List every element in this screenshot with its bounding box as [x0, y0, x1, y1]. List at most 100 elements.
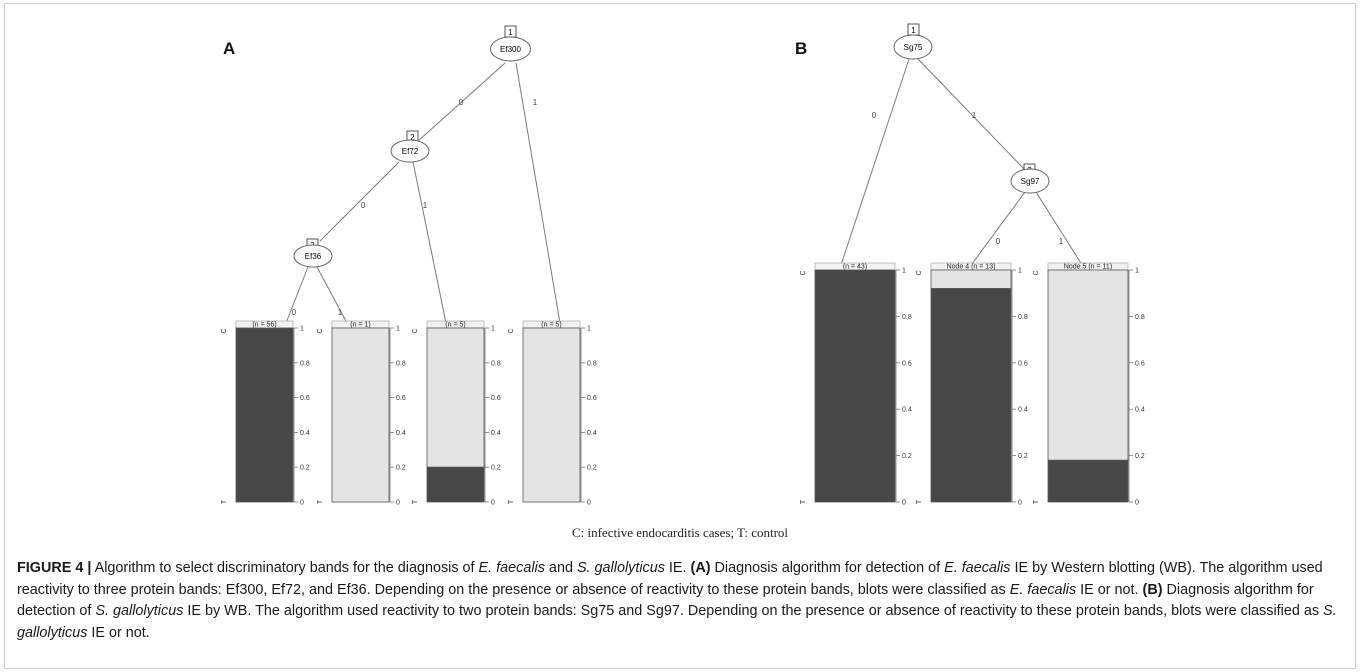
node-b-3: 3 Sg97 — [1010, 163, 1050, 194]
figure-caption: FIGURE 4 | Algorithm to select discrimin… — [17, 560, 1337, 641]
edge-b-n1-right — [917, 58, 1026, 171]
leaf-a-3-tick-label-2: 0.4 — [491, 430, 501, 437]
leaf-b-3-control-bar — [1047, 269, 1129, 461]
leaf-a-4: (n = 5) C T 0 0.2 0.4 0.6 0.8 1 — [508, 320, 597, 507]
leaf-a-4-tick-label-3: 0.6 — [587, 395, 597, 402]
node-a-1: 1 Ef300 — [490, 25, 531, 62]
edge-label-a-n3-left: 0 — [292, 308, 297, 317]
leaf-b-1-class-t-label: T — [800, 499, 807, 504]
edge-a-n2-right — [412, 161, 447, 324]
edge-a-n1-left — [416, 62, 506, 143]
leaf-a-2-control-bar — [331, 327, 390, 503]
leaf-a-3-tick-label-0: 0 — [491, 500, 495, 507]
node-b-1: 1 Sg75 — [893, 23, 933, 60]
leaf-a-1-tick-label-5: 1 — [300, 326, 304, 333]
class-legend-note: C: infective endocarditis cases; T: cont… — [571, 525, 789, 540]
edge-label-a-n2-right: 1 — [423, 201, 428, 210]
panel-label-b: B — [795, 39, 807, 58]
leaf-a-1-tick-label-2: 0.4 — [300, 430, 310, 437]
leaf-a-3-tick-label-3: 0.6 — [491, 395, 501, 402]
leaf-b-1-class-c-label: C — [800, 270, 807, 275]
leaf-a-2: (n = 1) C T 0 0.2 0.4 0.6 0.8 1 — [317, 320, 406, 507]
leaf-b-2-class-t-label: T — [916, 499, 923, 504]
leaf-a-4-tick-label-1: 0.2 — [587, 465, 597, 472]
edge-label-b-n3-right: 1 — [1059, 237, 1064, 246]
leaf-b-2-case-bar — [930, 288, 1012, 503]
leaf-b-3-tick-label-4: 0.8 — [1135, 314, 1145, 321]
leaf-b-1-tick-label-5: 1 — [902, 268, 906, 275]
leaf-a-3-control-bar — [426, 327, 485, 468]
node-b-1-label: Sg75 — [904, 43, 923, 52]
leaf-a-1-title: (n = 56) — [252, 322, 276, 329]
svg-text:1: 1 — [508, 28, 513, 37]
panel-label-a: A — [223, 39, 235, 58]
node-a-1-label: Ef300 — [500, 45, 521, 54]
leaf-a-2-tick-label-1: 0.2 — [396, 465, 406, 472]
svg-text:2: 2 — [410, 133, 415, 142]
edge-a-n2-left — [319, 161, 400, 242]
leaf-b-3-tick-label-1: 0.2 — [1135, 453, 1145, 460]
leaf-b-3-tick-label-2: 0.4 — [1135, 407, 1145, 414]
leaf-b-2-tick-label-0: 0 — [1018, 500, 1022, 507]
figure-frame: A B 1 Ef300 2 Ef72 3 Ef36 1 Sg75 — [4, 3, 1356, 669]
edge-label-b-n1-right: 1 — [972, 111, 977, 120]
leaf-a-2-tick-label-3: 0.6 — [396, 395, 406, 402]
leaf-a-2-tick-label-4: 0.8 — [396, 360, 406, 367]
leaf-b-1-tick-label-3: 0.6 — [902, 360, 912, 367]
leaf-b-2: Node 4 (n = 13) C T 0 0.2 0.4 0.6 0.8 1 — [916, 262, 1028, 507]
leaf-a-2-class-t-label: T — [317, 499, 324, 504]
leaf-a-1-tick-label-1: 0.2 — [300, 465, 310, 472]
leaf-a-2-title: (n = 1) — [350, 322, 370, 329]
node-a-3: 3 Ef36 — [293, 238, 333, 268]
leaf-b-2-tick-label-3: 0.6 — [1018, 360, 1028, 367]
leaf-charts: (n = 56) C T 0 0.2 0.4 0.6 0.8 1 (n = 1) C T 0 0.2 0.4… — [221, 262, 1145, 507]
node-a-3-label: Ef36 — [305, 252, 322, 261]
leaf-a-1-tick-label-0: 0 — [300, 500, 304, 507]
leaf-a-2-class-c-label: C — [317, 328, 324, 333]
leaf-b-1-title: (n = 43) — [843, 264, 867, 271]
leaf-a-1-tick-label-4: 0.8 — [300, 360, 310, 367]
leaf-b-3-tick-label-5: 1 — [1135, 268, 1139, 275]
decision-tree-figure: A B 1 Ef300 2 Ef72 3 Ef36 1 Sg75 — [221, 23, 1145, 507]
leaf-b-2-control-bar — [930, 269, 1012, 289]
leaf-b-2-tick-label-2: 0.4 — [1018, 407, 1028, 414]
caption-figure-label: FIGURE 4 | — [17, 560, 92, 576]
edge-label-b-n3-left: 0 — [996, 237, 1001, 246]
leaf-a-4-class-t-label: T — [508, 499, 515, 504]
node-b-3-label: Sg97 — [1021, 177, 1040, 186]
leaf-a-1-tick-label-3: 0.6 — [300, 395, 310, 402]
leaf-a-4-title: (n = 5) — [541, 322, 561, 329]
leaf-b-2-class-c-label: C — [916, 270, 923, 275]
edge-label-a-n1-left: 0 — [459, 98, 464, 107]
leaf-b-2-tick-label-5: 1 — [1018, 268, 1022, 275]
leaf-b-1-tick-label-0: 0 — [902, 500, 906, 507]
edge-label-b-n1-left: 0 — [872, 111, 877, 120]
leaf-a-4-tick-label-2: 0.4 — [587, 430, 597, 437]
edge-label-a-n3-right: 1 — [338, 308, 343, 317]
edge-a-n3-left — [285, 266, 309, 324]
edge-label-a-n1-right: 1 — [533, 98, 538, 107]
svg-text:1: 1 — [911, 26, 916, 35]
leaf-b-3-tick-label-0: 0 — [1135, 500, 1139, 507]
leaf-b-2-tick-label-1: 0.2 — [1018, 453, 1028, 460]
leaf-b-3-case-bar — [1047, 459, 1129, 503]
leaf-b-2-tick-label-4: 0.8 — [1018, 314, 1028, 321]
leaf-b-3-tick-label-3: 0.6 — [1135, 360, 1145, 367]
leaf-a-2-tick-label-0: 0 — [396, 500, 400, 507]
leaf-a-4-tick-label-0: 0 — [587, 500, 591, 507]
edge-b-n1-left — [839, 58, 910, 269]
node-a-2-label: Ef72 — [402, 147, 419, 156]
leaf-b-3-class-c-label: C — [1033, 270, 1040, 275]
leaf-a-4-class-c-label: C — [508, 328, 515, 333]
leaf-a-3-class-c-label: C — [412, 328, 419, 333]
leaf-b-2-title: Node 4 (n = 13) — [947, 264, 996, 271]
leaf-a-3-class-t-label: T — [412, 499, 419, 504]
leaf-b-1-case-bar — [814, 269, 896, 503]
leaf-a-2-tick-label-5: 1 — [396, 326, 400, 333]
leaf-a-1-class-t-label: T — [221, 499, 228, 504]
edge-label-a-n2-left: 0 — [361, 201, 366, 210]
leaf-a-1-class-c-label: C — [221, 328, 228, 333]
edge-b-n3-right — [1035, 191, 1085, 269]
leaf-a-3-tick-label-4: 0.8 — [491, 360, 501, 367]
node-a-2: 2 Ef72 — [390, 130, 430, 163]
